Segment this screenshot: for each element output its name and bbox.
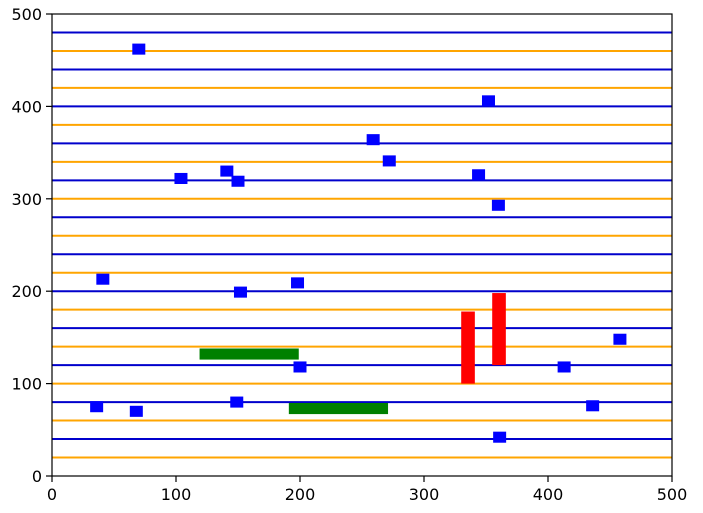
y-tick-label: 0 — [32, 467, 42, 486]
scatter-point — [291, 277, 305, 289]
scatter-point — [493, 431, 507, 443]
x-tick-label: 500 — [657, 485, 688, 504]
scatter-point — [366, 134, 380, 146]
scatter-point — [96, 273, 110, 285]
scatter-point — [613, 333, 627, 345]
scatter-point — [174, 172, 188, 184]
bar-segments — [199, 293, 506, 415]
scatter-point — [481, 95, 495, 107]
plot-frame — [51, 13, 673, 477]
scatter-point — [233, 286, 247, 298]
scatter-point — [382, 155, 396, 167]
x-tick-label: 200 — [285, 485, 316, 504]
x-tick-label: 100 — [161, 485, 192, 504]
scatter-markers — [90, 43, 627, 443]
scatter-point — [129, 405, 143, 417]
scatter-point — [586, 400, 600, 412]
scatter-point — [293, 361, 307, 373]
plot-background — [52, 14, 672, 476]
y-axis: 0 100 200 300 400 500 — [11, 5, 52, 486]
scatter-point — [231, 175, 245, 187]
x-tick-label: 300 — [409, 485, 440, 504]
scatter-point — [557, 361, 571, 373]
green-bar — [288, 403, 389, 415]
scatter-point — [491, 199, 505, 211]
green-bar — [199, 348, 299, 360]
x-tick-label: 400 — [533, 485, 564, 504]
y-tick-label: 100 — [11, 375, 42, 394]
scatter-point — [132, 43, 146, 55]
x-tick-label: 0 — [47, 485, 57, 504]
red-bar — [492, 293, 506, 366]
y-tick-label: 400 — [11, 97, 42, 116]
y-tick-label: 300 — [11, 190, 42, 209]
red-bar — [461, 311, 475, 384]
scatter-point — [230, 396, 244, 408]
scatter-point — [90, 401, 104, 413]
y-tick-label: 500 — [11, 5, 42, 24]
y-tick-label: 200 — [11, 282, 42, 301]
horizontal-lines — [52, 31, 672, 459]
scatter-point — [220, 165, 234, 177]
scatter-point — [472, 169, 486, 181]
x-axis: 0 100 200 300 400 500 — [47, 476, 687, 504]
